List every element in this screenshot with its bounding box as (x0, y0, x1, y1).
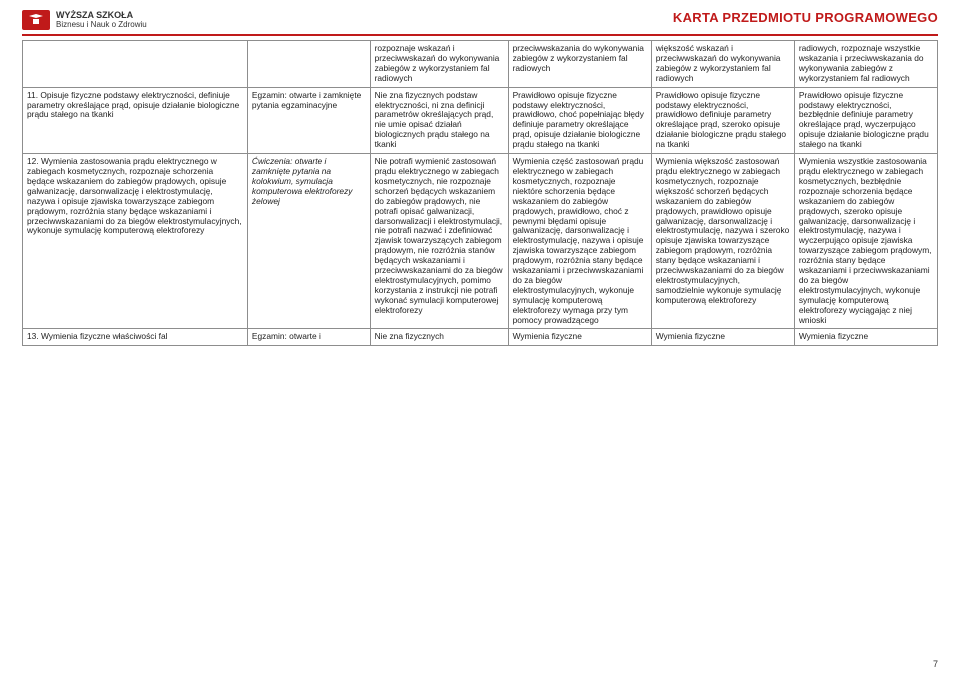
table-cell: Ćwiczenia: otwarte i zamknięte pytania n… (247, 154, 370, 329)
table-cell: 12. Wymienia zastosowania prądu elektryc… (23, 154, 248, 329)
page: WYŻSZA SZKOŁA Biznesu i Nauk o Zdrowiu K… (0, 0, 960, 354)
table-cell: Prawidłowo opisuje fizyczne podstawy ele… (794, 87, 937, 153)
table-cell: Nie zna fizycznych podstaw elektrycznośc… (370, 87, 508, 153)
table-cell: rozpoznaje wskazań i przeciwwskazań do w… (370, 41, 508, 88)
table-cell: 11. Opisuje fizyczne podstawy elektryczn… (23, 87, 248, 153)
table-cell: 13. Wymienia fizyczne właściwości fal (23, 329, 248, 346)
page-header: WYŻSZA SZKOŁA Biznesu i Nauk o Zdrowiu K… (22, 10, 938, 36)
table-cell (23, 41, 248, 88)
table-cell: większość wskazań i przeciwwskazań do wy… (651, 41, 794, 88)
table-cell: Nie potrafi wymienić zastosowań prądu el… (370, 154, 508, 329)
table-cell: Wymienia wszystkie zastosowania prądu el… (794, 154, 937, 329)
logo-mark-icon (22, 10, 50, 30)
table-cell: Wymienia część zastosowań prądu elektryc… (508, 154, 651, 329)
table-cell: Prawidłowo opisuje fizyczne podstawy ele… (508, 87, 651, 153)
school-logo: WYŻSZA SZKOŁA Biznesu i Nauk o Zdrowiu (22, 10, 147, 30)
table-cell: Wymienia fizyczne (508, 329, 651, 346)
table-cell: Wymienia fizyczne (794, 329, 937, 346)
table-cell: Prawidłowo opisuje fizyczne podstawy ele… (651, 87, 794, 153)
criteria-table: rozpoznaje wskazań i przeciwwskazań do w… (22, 40, 938, 346)
table-row: 12. Wymienia zastosowania prądu elektryc… (23, 154, 938, 329)
table-cell: Wymienia większość zastosowań prądu elek… (651, 154, 794, 329)
table-cell: radiowych, rozpoznaje wszystkie wskazani… (794, 41, 937, 88)
table-cell: przeciwwskazania do wykonywania zabiegów… (508, 41, 651, 88)
table-row: 11. Opisuje fizyczne podstawy elektryczn… (23, 87, 938, 153)
school-name-bottom: Biznesu i Nauk o Zdrowiu (56, 20, 147, 29)
table-cell: Egzamin: otwarte i (247, 329, 370, 346)
table-cell (247, 41, 370, 88)
table-cell: Wymienia fizyczne (651, 329, 794, 346)
school-name: WYŻSZA SZKOŁA Biznesu i Nauk o Zdrowiu (56, 11, 147, 29)
document-title: KARTA PRZEDMIOTU PROGRAMOWEGO (673, 10, 938, 25)
table-cell: Nie zna fizycznych (370, 329, 508, 346)
table-cell: Egzamin: otwarte i zamknięte pytania egz… (247, 87, 370, 153)
page-number: 7 (933, 659, 938, 669)
table-row: rozpoznaje wskazań i przeciwwskazań do w… (23, 41, 938, 88)
table-row: 13. Wymienia fizyczne właściwości falEgz… (23, 329, 938, 346)
